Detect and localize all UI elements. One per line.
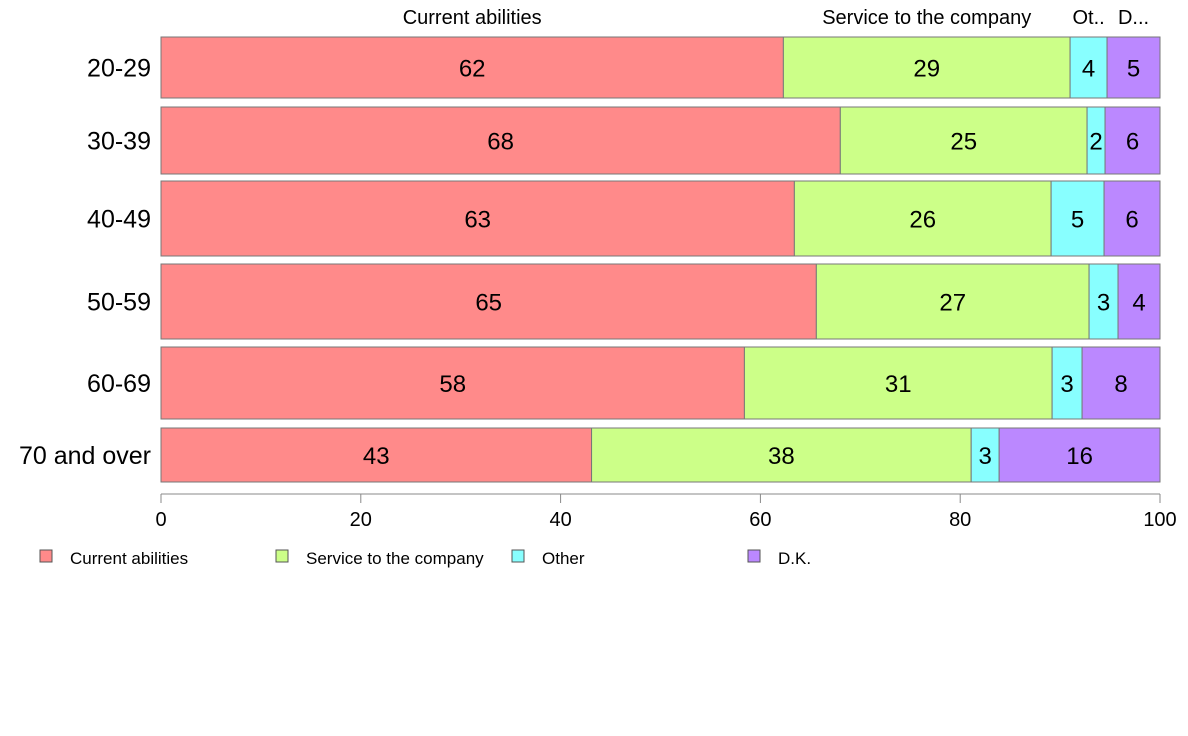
bar-segment [160,263,817,340]
bar-segment [1117,263,1161,340]
bar-segment [160,180,795,257]
data-label: 2 [1089,129,1102,156]
bar-segment [815,263,1090,340]
bar-segment [160,106,841,175]
bar-segment [1104,106,1161,175]
bar-segment [1069,36,1108,99]
legend-swatch [511,549,525,563]
bar-segment [1050,180,1105,257]
legend-label: Other [542,549,585,568]
data-label: 63 [464,207,491,234]
bar-segment [591,427,972,483]
data-label: 29 [913,56,940,83]
category-label: 30-39 [87,128,151,156]
data-label: 26 [909,207,936,234]
x-tick-label: 60 [749,509,771,531]
legend-label: D.K. [778,549,811,568]
bars: 62 29 4 568 25 2 663 26 5 665 27 3 458 31 3 843 38 3 16 [160,36,1161,483]
legend: Current abilities Service to the company O… [39,549,811,568]
data-label: 4 [1082,56,1095,83]
data-label: 43 [363,443,390,470]
category-label: 70 and over [19,442,151,470]
data-label: 65 [475,290,502,317]
x-tick-label: 0 [155,509,166,531]
x-tick-label: 40 [549,509,571,531]
legend-swatch [747,549,761,563]
category-label: 50-59 [87,289,151,317]
legend-label: Current abilities [70,549,188,568]
series-top-label: Ot.. [1072,7,1104,29]
data-label: 62 [459,56,486,83]
series-top-label: D... [1118,7,1149,29]
bar-segment [782,36,1071,99]
data-label: 3 [1060,371,1073,398]
data-label: 3 [978,443,991,470]
bar-segment [793,180,1052,257]
x-tick-label: 80 [949,509,971,531]
top-series-labels: Current abilities Service to the company O… [403,7,1149,29]
series-top-label: Service to the company [822,7,1031,29]
bar-segment [970,427,1000,483]
x-axis: 0 20 40 60 80 100 [155,493,1177,531]
category-label: 60-69 [87,370,151,398]
bar-segment [1106,36,1161,99]
category-labels: 20-29 30-39 40-49 50-59 60-69 70 and over [19,55,151,471]
bar-segment [1088,263,1119,340]
data-label: 31 [885,371,912,398]
data-label: 8 [1114,371,1127,398]
data-label: 58 [439,371,466,398]
x-tick-label: 20 [350,509,372,531]
bar-segment [839,106,1088,175]
data-label: 25 [950,129,977,156]
bar-segment [160,346,745,420]
bar-segment [160,427,593,483]
bar-segment [998,427,1161,483]
bar-segment [160,36,784,99]
legend-label: Service to the company [306,549,484,568]
data-label: 3 [1097,290,1110,317]
data-label: 5 [1071,207,1084,234]
bar-segment [743,346,1053,420]
category-label: 20-29 [87,55,151,83]
data-label: 6 [1125,207,1138,234]
data-label: 38 [768,443,795,470]
legend-swatch [275,549,289,563]
x-tick-label: 100 [1143,509,1176,531]
legend-swatch [39,549,53,563]
data-label: 27 [939,290,966,317]
data-label: 68 [487,129,514,156]
data-label: 4 [1132,290,1145,317]
bar-segment [1081,346,1161,420]
data-label: 5 [1127,56,1140,83]
bar-segment [1103,180,1161,257]
bar-segment [1051,346,1083,420]
data-label: 16 [1066,443,1093,470]
data-label: 6 [1126,129,1139,156]
series-top-label: Current abilities [403,7,542,29]
category-label: 40-49 [87,206,151,234]
